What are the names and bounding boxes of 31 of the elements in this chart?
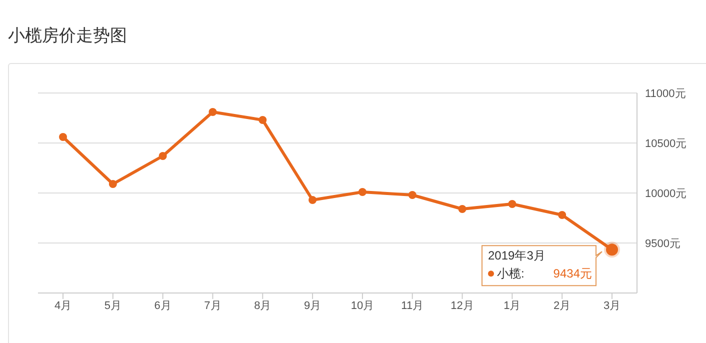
point <box>458 205 466 213</box>
x-tick-label: 9月 <box>304 300 322 312</box>
annotation: 2019年3月 <box>488 248 546 263</box>
data-label: 9434元 <box>553 266 592 281</box>
x-tick-label: 7月 <box>204 300 222 312</box>
y-tick-label: 9500元 <box>645 238 680 250</box>
chart-title: 小榄房价走势图 <box>8 25 127 47</box>
point <box>158 152 167 160</box>
y-tick-label: 11000元 <box>645 88 686 100</box>
x-tick-label: 5月 <box>104 300 122 312</box>
point <box>408 191 416 199</box>
x-tick-label: 4月 <box>54 300 72 312</box>
point <box>59 133 67 141</box>
point <box>258 116 267 124</box>
point <box>558 211 566 219</box>
x-tick-label: 2月 <box>554 300 571 312</box>
x-tick-label: 6月 <box>154 300 172 312</box>
legend-label: 小榄: <box>497 266 524 281</box>
point <box>358 188 366 196</box>
point <box>208 108 217 116</box>
x-tick-label: 3月 <box>603 300 621 312</box>
y-tick-label: 10500元 <box>645 138 687 150</box>
x-tick-label: 12月 <box>450 300 474 312</box>
point <box>108 180 117 188</box>
x-tick-label: 8月 <box>254 300 272 312</box>
point <box>308 196 317 204</box>
x-tick-label: 10月 <box>350 300 374 312</box>
point <box>508 200 516 208</box>
y-tick-label: 10000元 <box>645 188 687 200</box>
x-tick-label: 11月 <box>401 300 424 312</box>
x-tick-label: 1月 <box>504 300 521 312</box>
